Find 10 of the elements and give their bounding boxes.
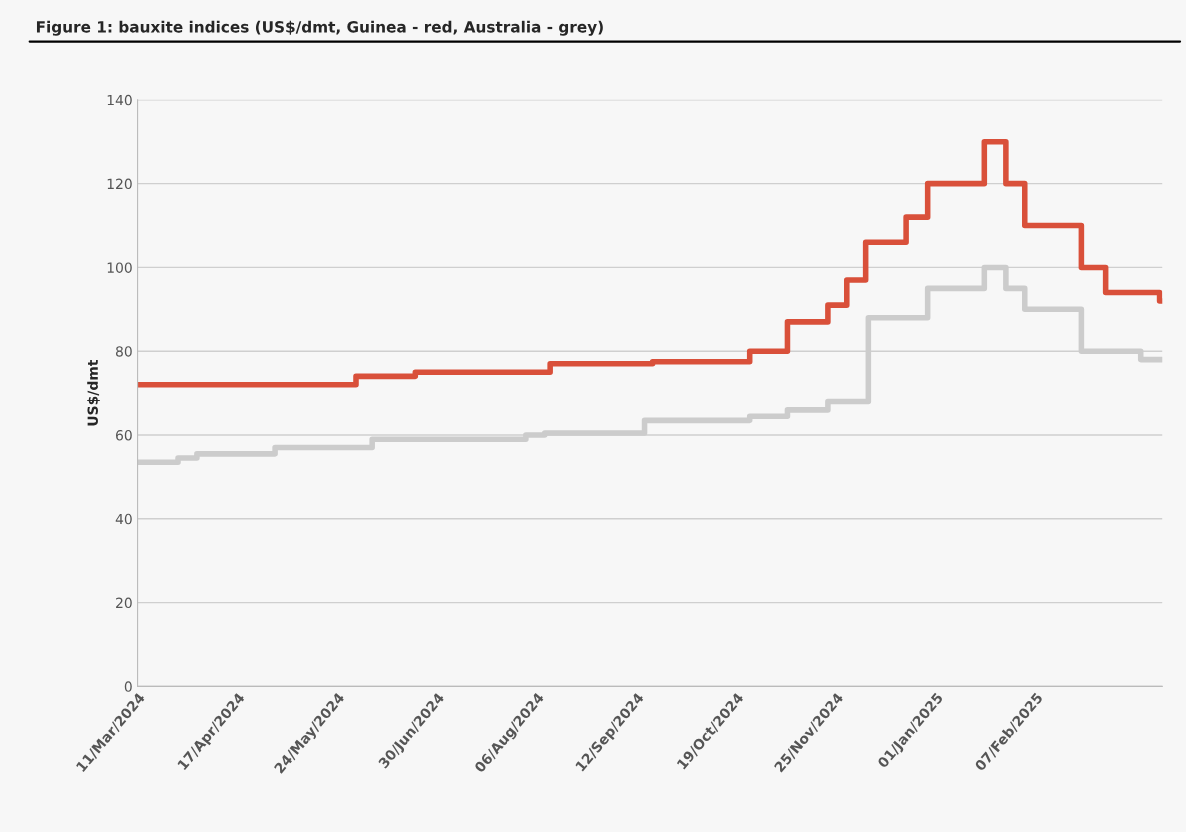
y-tick-label: 120 <box>107 178 132 190</box>
y-tick-label: 80 <box>115 346 132 357</box>
y-tick-label: 100 <box>107 262 132 273</box>
y-tick-label: 0 <box>124 681 132 692</box>
y-tick-label: 60 <box>116 429 132 441</box>
y-tick-label: 40 <box>115 513 132 525</box>
chart-title: Figure 1: bauxite indices (US$/dmt, Guinea - red, Australia - grey) <box>36 20 603 36</box>
y-tick-label: 20 <box>116 597 132 609</box>
y-axis-title: US$/dmt <box>87 359 100 426</box>
y-tick-label: 140 <box>107 94 132 106</box>
